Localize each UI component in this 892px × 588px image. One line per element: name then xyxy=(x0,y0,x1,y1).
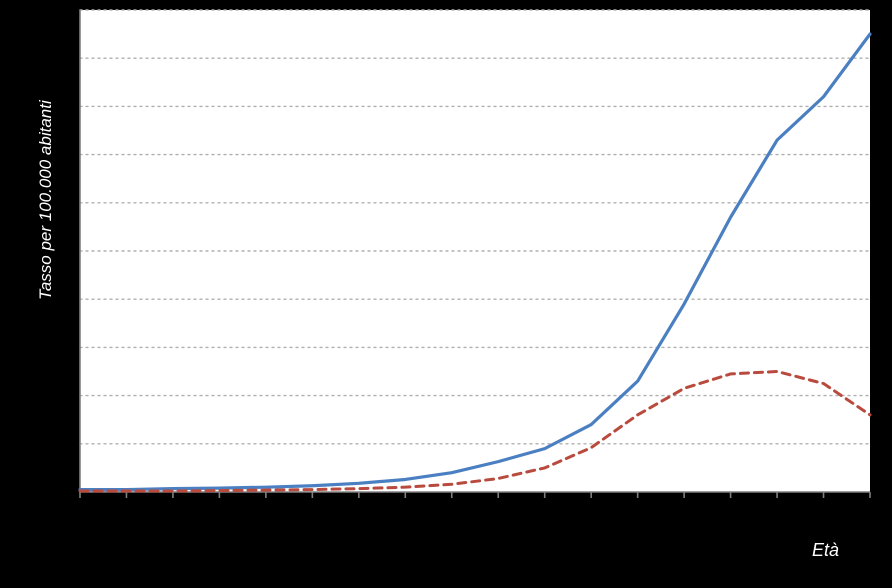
series-mortality xyxy=(80,372,870,492)
x-axis-label: Età xyxy=(812,540,839,561)
chart-svg xyxy=(0,0,892,588)
y-axis-label: Tasso per 100.000 abitanti xyxy=(36,100,56,300)
chart-stage: Tasso per 100.000 abitanti Età xyxy=(0,0,892,588)
series-incidence xyxy=(80,34,870,489)
